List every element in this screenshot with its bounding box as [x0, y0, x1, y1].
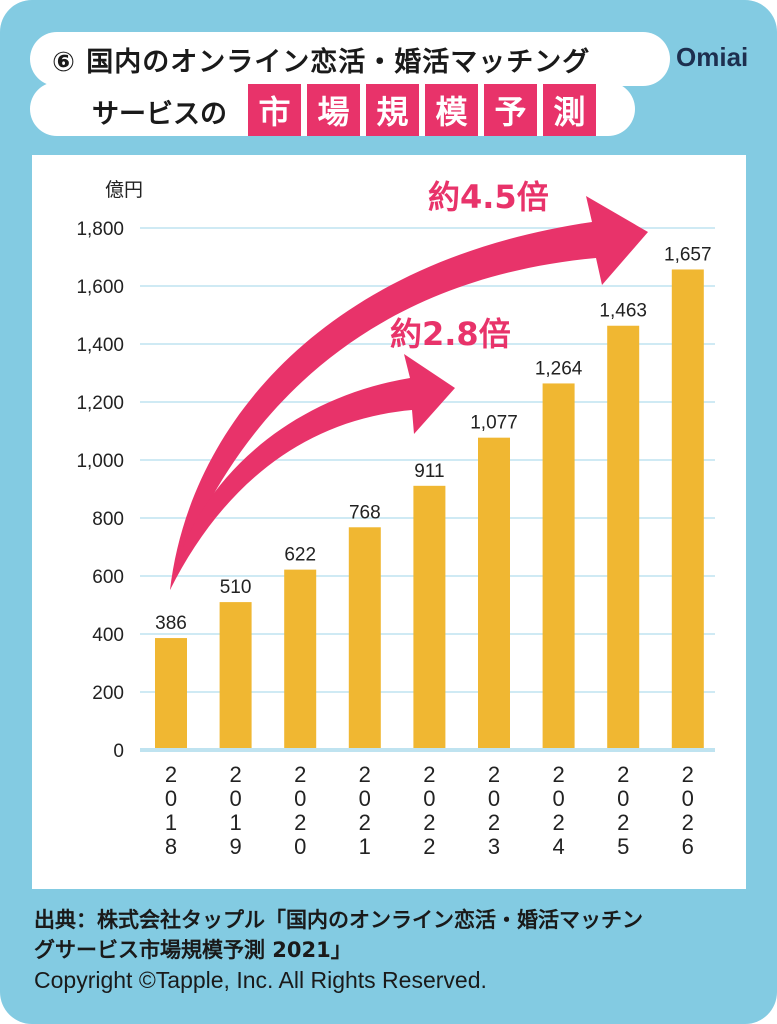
arrow-4.5x: [170, 196, 648, 590]
x-tick-label-digit: 0: [294, 834, 306, 859]
bar-2021: [348, 527, 381, 750]
x-tick-label-digit: 2: [229, 762, 241, 787]
y-tick-label: 200: [92, 683, 124, 704]
bar-2026: [671, 269, 704, 750]
y-tick-label: 1,800: [76, 219, 124, 240]
y-tick-label: 400: [92, 625, 124, 646]
data-label: 622: [284, 545, 316, 566]
bar-2023: [478, 437, 510, 750]
x-tick-label-digit: 0: [617, 786, 629, 811]
data-label: 1,264: [535, 358, 583, 379]
source-footer: 出典：株式会社タップル「国内のオンライン恋活・婚活マッチン グサービス市場規模予…: [34, 905, 643, 995]
y-axis-label: 億円: [105, 179, 143, 201]
x-tick-label-digit: 1: [359, 834, 371, 859]
x-tick-label-digit: 0: [359, 786, 371, 811]
x-tick-label-digit: 0: [294, 786, 306, 811]
highlight-char: 市: [248, 84, 301, 136]
x-tick-label-digit: 0: [488, 786, 500, 811]
highlight-char: 規: [366, 84, 419, 136]
x-tick-label-digit: 4: [552, 834, 564, 859]
x-tick-label-digit: 2: [359, 810, 371, 835]
x-tick-label-digit: 2: [423, 762, 435, 787]
x-tick-label-digit: 8: [165, 834, 177, 859]
bar-2024: [542, 383, 575, 750]
y-tick-label: 800: [92, 509, 124, 530]
x-tick-label-digit: 2: [488, 810, 500, 835]
data-label: 768: [349, 502, 381, 523]
title-line-2: サービスの: [92, 99, 227, 130]
x-tick-label-digit: 2: [294, 810, 306, 835]
omiai-logo: Omiai: [676, 42, 749, 72]
x-tick-label-digit: 2: [165, 762, 177, 787]
data-label: 1,463: [599, 301, 647, 322]
annotation-2.8x: 約2.8倍: [390, 315, 511, 353]
data-label: 510: [220, 577, 252, 598]
x-tick-label-digit: 2: [617, 762, 629, 787]
x-tick-label-digit: 2: [294, 762, 306, 787]
x-tick-label-digit: 9: [229, 834, 241, 859]
annotation-4.5x: 約4.5倍: [428, 178, 549, 216]
x-tick-label-digit: 0: [552, 786, 564, 811]
x-tick-label-digit: 2: [552, 762, 564, 787]
y-tick-label: 1,600: [76, 277, 124, 298]
x-tick-label-digit: 2: [423, 810, 435, 835]
title-line-1: ⑥ 国内のオンライン恋活・婚活マッチング: [52, 47, 591, 78]
x-tick-label-digit: 2: [488, 762, 500, 787]
x-tick-label-digit: 2: [682, 762, 694, 787]
x-tick-label-digit: 5: [617, 834, 629, 859]
title-highlight: 市 場 規 模 予 測: [248, 84, 596, 136]
highlight-char: 模: [425, 84, 478, 136]
x-tick-label-digit: 0: [682, 786, 694, 811]
x-tick-label-digit: 2: [617, 810, 629, 835]
bar-2022: [413, 485, 446, 750]
copyright: Copyright ©Tapple, Inc. All Rights Reser…: [34, 967, 487, 993]
x-tick-label-digit: 2: [423, 834, 435, 859]
y-tick-label: 0: [113, 741, 124, 762]
data-label: 386: [155, 613, 187, 634]
highlight-char: 予: [484, 84, 537, 136]
arrow-2.8x: [170, 354, 455, 590]
x-tick-label-digit: 2: [359, 762, 371, 787]
y-tick-label: 1,400: [76, 335, 124, 356]
x-tick-label-digit: 1: [165, 810, 177, 835]
source-line-2: グサービス市場規模予測 2021」: [34, 938, 352, 962]
x-tick-label-digit: 1: [229, 810, 241, 835]
data-label: 1,077: [470, 413, 518, 434]
x-tick-label-digit: 0: [165, 786, 177, 811]
bar-2018: [155, 638, 187, 750]
highlight-char: 測: [543, 84, 596, 136]
x-tick-label-digit: 2: [682, 810, 694, 835]
y-tick-label: 1,200: [76, 393, 124, 414]
bar-2025: [607, 325, 640, 750]
data-label: 1,657: [664, 244, 712, 265]
data-label: 911: [414, 461, 444, 482]
bar-2019: [219, 602, 252, 750]
x-tick-label-digit: 0: [423, 786, 435, 811]
x-tick-label-digit: 2: [552, 810, 564, 835]
y-tick-label: 1,000: [76, 451, 124, 472]
bar-2020: [284, 569, 317, 750]
source-line-1: 出典：株式会社タップル「国内のオンライン恋活・婚活マッチン: [34, 908, 643, 932]
x-tick-label-digit: 3: [488, 834, 500, 859]
x-tick-label-digit: 0: [229, 786, 241, 811]
y-tick-label: 600: [92, 567, 124, 588]
x-tick-label-digit: 6: [682, 834, 694, 859]
title-pill-1: [30, 32, 670, 86]
highlight-char: 場: [307, 84, 360, 136]
